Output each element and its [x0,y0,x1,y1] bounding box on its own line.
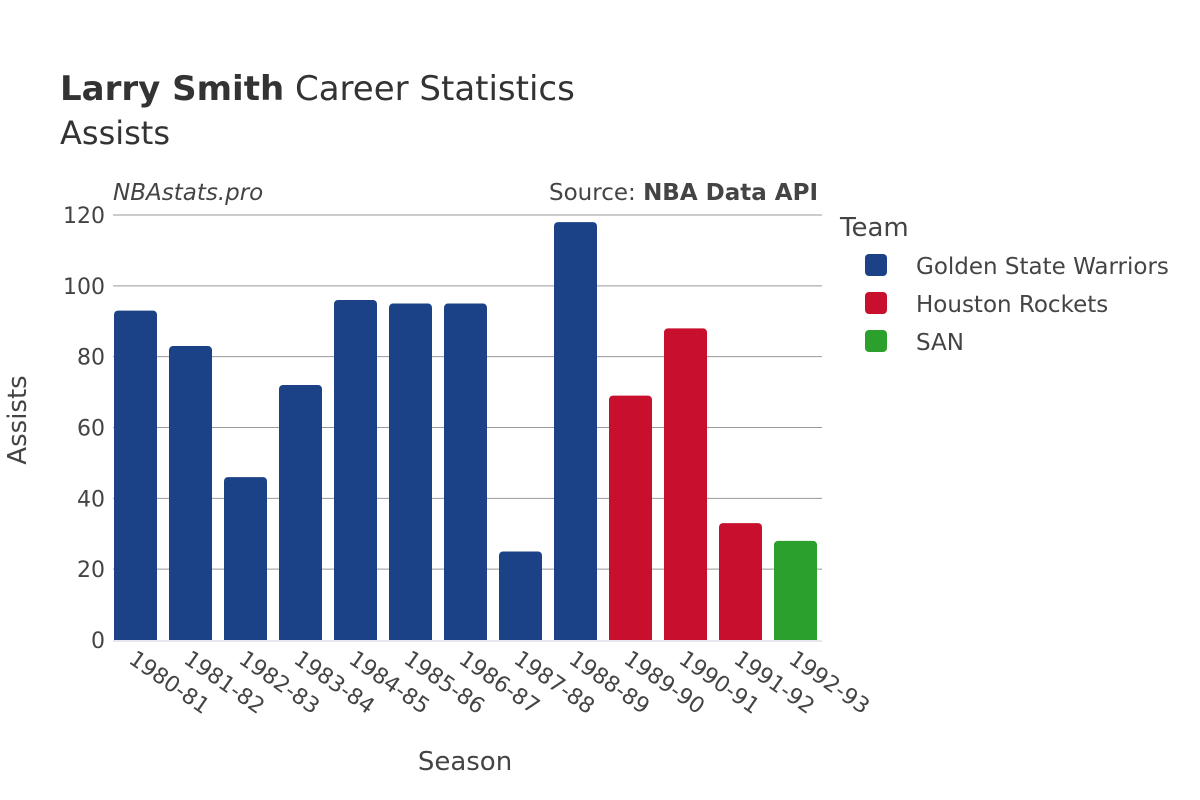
bar-base-1987-88 [499,634,542,640]
bar-1990-91[interactable] [664,328,707,640]
legend-entry[interactable]: SAN [916,330,964,356]
bar-1989-90[interactable] [609,395,652,640]
bar-base-1990-91 [664,634,707,640]
y-axis-label: Assists [3,375,33,464]
bar-base-1988-89 [554,634,597,640]
chart-subtitle: Assists [60,114,170,152]
bar-base-1981-82 [169,634,212,640]
bar-base-1982-83 [224,634,267,640]
legend-swatch [865,254,887,276]
y-tick-label: 20 [77,558,105,583]
watermark: NBAstats.pro [113,180,263,206]
bar-base-1984-85 [334,634,377,640]
legend-title: Team [839,213,909,243]
bar-1981-82[interactable] [169,346,212,640]
y-tick-label: 0 [91,629,105,654]
bar-1982-83[interactable] [224,477,267,640]
bar-1984-85[interactable] [334,300,377,640]
x-tick-labels: 1980-811981-821982-831983-841984-851985-… [124,646,874,719]
legend-entry[interactable]: Golden State Warriors [916,254,1169,280]
bar-1988-89[interactable] [554,222,597,641]
source-prefix: Source: [549,180,643,206]
y-tick-label: 120 [63,204,105,229]
bar-1986-87[interactable] [444,303,487,640]
bar-base-1983-84 [279,634,322,640]
y-tick-label: 40 [77,487,105,512]
bar-group [114,222,817,641]
y-tick-label: 80 [77,346,105,371]
bar-base-1992-93 [774,634,817,640]
source-label: Source: NBA Data API [549,180,818,206]
bar-base-1986-87 [444,634,487,640]
chart-title: Larry Smith Career Statistics [60,69,575,109]
chart-title-player: Larry Smith [60,69,284,109]
bar-base-1991-92 [719,634,762,640]
bar-1991-92[interactable] [719,523,762,640]
bar-base-1980-81 [114,634,157,640]
bar-1980-81[interactable] [114,310,157,640]
y-tick-labels: 0 20 40 60 80 100 120 [63,204,105,654]
bar-1985-86[interactable] [389,303,432,640]
y-tick-label: 60 [77,417,105,442]
chart-title-rest: Career Statistics [284,69,575,109]
x-axis-label: Season [418,747,512,777]
y-tick-label: 100 [63,275,105,300]
bar-base-1989-90 [609,634,652,640]
legend: Golden State Warriors Houston Rockets SAN [865,254,1169,356]
bar-1987-88[interactable] [499,551,542,640]
source-name: NBA Data API [643,180,818,206]
bar-base-1985-86 [389,634,432,640]
legend-swatch [865,330,887,352]
bar-1983-84[interactable] [279,385,322,640]
legend-entry[interactable]: Houston Rockets [916,292,1108,318]
bar-1992-93[interactable] [774,540,817,640]
legend-swatch [865,292,887,314]
